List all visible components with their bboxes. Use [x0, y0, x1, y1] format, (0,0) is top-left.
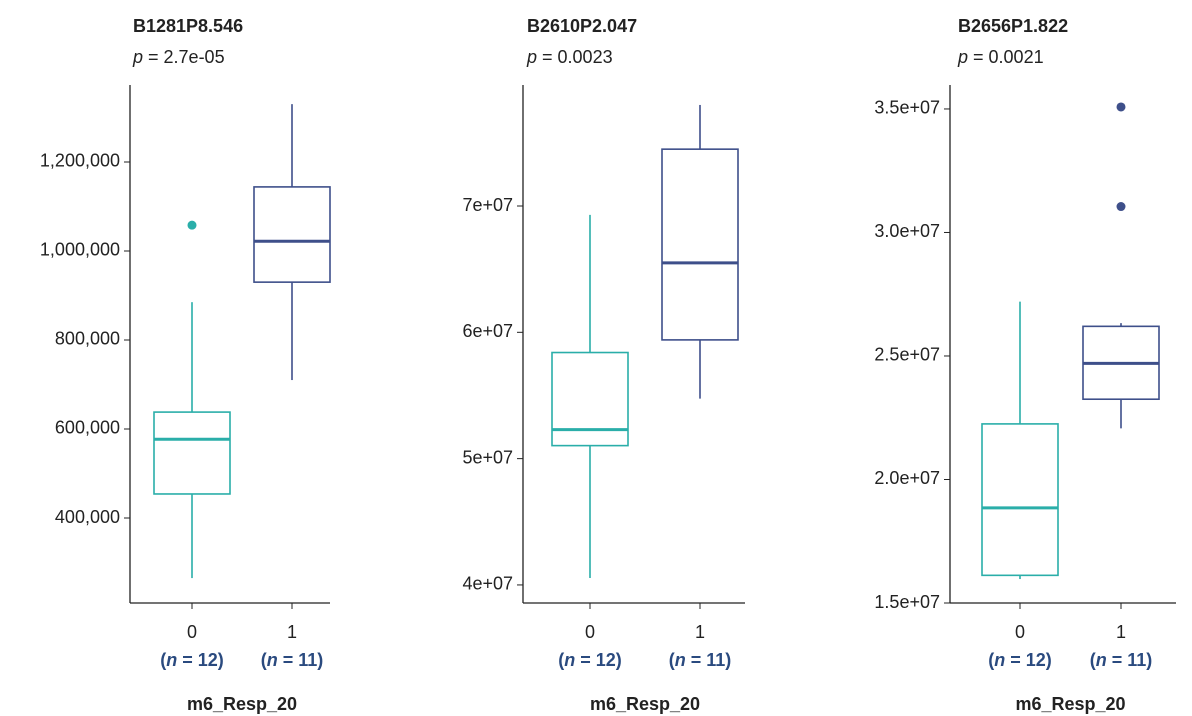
outlier — [1116, 102, 1126, 112]
p-value: p = 0.0023 — [526, 47, 613, 67]
outlier — [1116, 202, 1126, 212]
n-label: (n = 12) — [558, 650, 622, 670]
y-tick-label: 1,200,000 — [40, 151, 120, 171]
y-tick-label: 600,000 — [55, 418, 120, 438]
y-tick-label: 6e+07 — [462, 321, 513, 341]
outlier — [187, 220, 197, 230]
n-label: (n = 12) — [160, 650, 224, 670]
y-tick-label: 3.5e+07 — [874, 98, 940, 118]
p-value: p = 2.7e-05 — [132, 47, 225, 67]
y-tick-label: 5e+07 — [462, 447, 513, 467]
x-axis-label: m6_Resp_20 — [590, 694, 700, 714]
x-tick-label: 0 — [1015, 622, 1025, 642]
n-label: (n = 12) — [988, 650, 1052, 670]
box — [551, 351, 629, 447]
y-tick-label: 4e+07 — [462, 574, 513, 594]
x-axis-label: m6_Resp_20 — [187, 694, 297, 714]
n-label: (n = 11) — [669, 650, 732, 670]
box — [661, 148, 739, 341]
x-tick-label: 1 — [1116, 622, 1126, 642]
y-tick-label: 3.0e+07 — [874, 221, 940, 241]
y-tick-label: 2.5e+07 — [874, 345, 940, 365]
box — [253, 186, 331, 283]
y-tick-label: 1,000,000 — [40, 240, 120, 260]
x-tick-label: 1 — [287, 622, 297, 642]
panel-title: B2610P2.047 — [527, 16, 637, 36]
box — [153, 411, 231, 495]
n-label: (n = 11) — [261, 650, 324, 670]
n-label: (n = 11) — [1090, 650, 1153, 670]
x-tick-label: 0 — [585, 622, 595, 642]
p-value: p = 0.0021 — [957, 47, 1044, 67]
y-tick-label: 2.0e+07 — [874, 468, 940, 488]
y-tick-label: 7e+07 — [462, 195, 513, 215]
x-tick-label: 0 — [187, 622, 197, 642]
x-axis-label: m6_Resp_20 — [1015, 694, 1125, 714]
panel-title: B2656P1.822 — [958, 16, 1068, 36]
y-tick-label: 1.5e+07 — [874, 592, 940, 612]
y-tick-label: 400,000 — [55, 507, 120, 527]
panel-title: B1281P8.546 — [133, 16, 243, 36]
box — [981, 423, 1059, 577]
y-tick-label: 800,000 — [55, 329, 120, 349]
x-tick-label: 1 — [695, 622, 705, 642]
